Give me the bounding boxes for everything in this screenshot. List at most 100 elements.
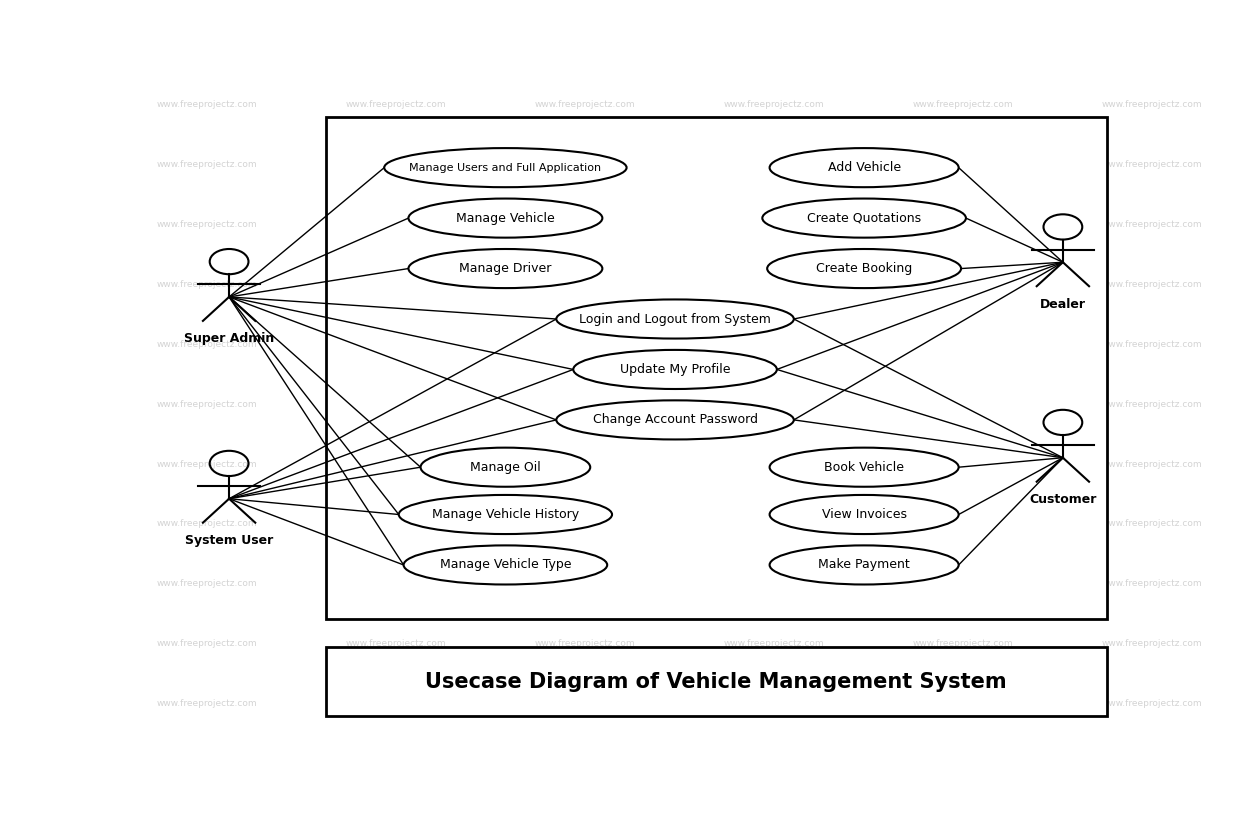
Text: www.freeprojectz.com: www.freeprojectz.com	[534, 519, 636, 528]
Text: www.freeprojectz.com: www.freeprojectz.com	[1102, 220, 1202, 229]
Ellipse shape	[767, 249, 961, 288]
Text: www.freeprojectz.com: www.freeprojectz.com	[723, 459, 824, 468]
Text: www.freeprojectz.com: www.freeprojectz.com	[1102, 400, 1202, 409]
Text: www.freeprojectz.com: www.freeprojectz.com	[534, 160, 636, 169]
Text: www.freeprojectz.com: www.freeprojectz.com	[723, 280, 824, 289]
Text: Customer: Customer	[1030, 493, 1097, 506]
Text: www.freeprojectz.com: www.freeprojectz.com	[156, 699, 256, 708]
Text: www.freeprojectz.com: www.freeprojectz.com	[156, 160, 256, 169]
FancyBboxPatch shape	[327, 117, 1107, 618]
Text: Manage Users and Full Application: Manage Users and Full Application	[409, 163, 602, 173]
Text: www.freeprojectz.com: www.freeprojectz.com	[345, 519, 447, 528]
Text: www.freeprojectz.com: www.freeprojectz.com	[534, 220, 636, 229]
Text: www.freeprojectz.com: www.freeprojectz.com	[913, 220, 1013, 229]
Text: www.freeprojectz.com: www.freeprojectz.com	[1102, 640, 1202, 649]
Text: www.freeprojectz.com: www.freeprojectz.com	[345, 699, 447, 708]
Text: www.freeprojectz.com: www.freeprojectz.com	[913, 519, 1013, 528]
Ellipse shape	[557, 400, 794, 440]
Text: www.freeprojectz.com: www.freeprojectz.com	[1102, 280, 1202, 289]
Text: www.freeprojectz.com: www.freeprojectz.com	[913, 459, 1013, 468]
Text: Manage Vehicle History: Manage Vehicle History	[432, 508, 579, 521]
Text: www.freeprojectz.com: www.freeprojectz.com	[723, 100, 824, 109]
Text: www.freeprojectz.com: www.freeprojectz.com	[156, 579, 256, 588]
Text: Manage Driver: Manage Driver	[459, 262, 552, 275]
Text: www.freeprojectz.com: www.freeprojectz.com	[723, 519, 824, 528]
Text: Manage Vehicle: Manage Vehicle	[457, 211, 554, 224]
Text: Create Booking: Create Booking	[816, 262, 912, 275]
Ellipse shape	[420, 448, 590, 486]
Text: www.freeprojectz.com: www.freeprojectz.com	[156, 400, 256, 409]
Text: www.freeprojectz.com: www.freeprojectz.com	[534, 280, 636, 289]
Text: Create Quotations: Create Quotations	[807, 211, 921, 224]
Ellipse shape	[408, 198, 603, 238]
Text: www.freeprojectz.com: www.freeprojectz.com	[534, 579, 636, 588]
Text: www.freeprojectz.com: www.freeprojectz.com	[1102, 579, 1202, 588]
Text: www.freeprojectz.com: www.freeprojectz.com	[913, 280, 1013, 289]
Text: www.freeprojectz.com: www.freeprojectz.com	[1102, 160, 1202, 169]
Text: www.freeprojectz.com: www.freeprojectz.com	[156, 340, 256, 349]
Text: www.freeprojectz.com: www.freeprojectz.com	[723, 160, 824, 169]
Text: Add Vehicle: Add Vehicle	[828, 161, 901, 174]
Text: www.freeprojectz.com: www.freeprojectz.com	[345, 280, 447, 289]
Text: www.freeprojectz.com: www.freeprojectz.com	[913, 640, 1013, 649]
Text: www.freeprojectz.com: www.freeprojectz.com	[1102, 100, 1202, 109]
Text: Login and Logout from System: Login and Logout from System	[579, 313, 771, 325]
Text: www.freeprojectz.com: www.freeprojectz.com	[913, 579, 1013, 588]
Text: www.freeprojectz.com: www.freeprojectz.com	[345, 459, 447, 468]
Text: www.freeprojectz.com: www.freeprojectz.com	[723, 220, 824, 229]
Text: www.freeprojectz.com: www.freeprojectz.com	[913, 160, 1013, 169]
Text: www.freeprojectz.com: www.freeprojectz.com	[156, 220, 256, 229]
Text: www.freeprojectz.com: www.freeprojectz.com	[534, 640, 636, 649]
Text: www.freeprojectz.com: www.freeprojectz.com	[913, 400, 1013, 409]
Text: www.freeprojectz.com: www.freeprojectz.com	[913, 100, 1013, 109]
Text: www.freeprojectz.com: www.freeprojectz.com	[156, 640, 256, 649]
Text: www.freeprojectz.com: www.freeprojectz.com	[1102, 459, 1202, 468]
Text: Dealer: Dealer	[1040, 297, 1086, 310]
Ellipse shape	[573, 350, 777, 389]
Text: www.freeprojectz.com: www.freeprojectz.com	[534, 100, 636, 109]
Text: www.freeprojectz.com: www.freeprojectz.com	[723, 340, 824, 349]
Ellipse shape	[769, 495, 958, 534]
Text: www.freeprojectz.com: www.freeprojectz.com	[1102, 519, 1202, 528]
Ellipse shape	[408, 249, 603, 288]
Text: Super Admin: Super Admin	[184, 333, 274, 346]
Text: www.freeprojectz.com: www.freeprojectz.com	[156, 100, 256, 109]
Text: www.freeprojectz.com: www.freeprojectz.com	[345, 340, 447, 349]
Ellipse shape	[384, 148, 627, 188]
Text: www.freeprojectz.com: www.freeprojectz.com	[345, 400, 447, 409]
Ellipse shape	[769, 545, 958, 585]
Text: www.freeprojectz.com: www.freeprojectz.com	[534, 400, 636, 409]
Text: www.freeprojectz.com: www.freeprojectz.com	[345, 640, 447, 649]
Text: www.freeprojectz.com: www.freeprojectz.com	[534, 459, 636, 468]
Text: www.freeprojectz.com: www.freeprojectz.com	[156, 519, 256, 528]
Text: www.freeprojectz.com: www.freeprojectz.com	[156, 280, 256, 289]
Ellipse shape	[769, 448, 958, 486]
Text: www.freeprojectz.com: www.freeprojectz.com	[345, 160, 447, 169]
Ellipse shape	[557, 300, 794, 338]
Ellipse shape	[762, 198, 966, 238]
Ellipse shape	[769, 148, 958, 188]
Text: System User: System User	[185, 534, 273, 547]
Text: www.freeprojectz.com: www.freeprojectz.com	[723, 400, 824, 409]
Text: www.freeprojectz.com: www.freeprojectz.com	[913, 699, 1013, 708]
Ellipse shape	[399, 495, 612, 534]
Text: www.freeprojectz.com: www.freeprojectz.com	[723, 640, 824, 649]
Text: www.freeprojectz.com: www.freeprojectz.com	[156, 459, 256, 468]
Text: www.freeprojectz.com: www.freeprojectz.com	[345, 220, 447, 229]
Text: Change Account Password: Change Account Password	[593, 414, 758, 427]
Text: www.freeprojectz.com: www.freeprojectz.com	[534, 699, 636, 708]
Text: www.freeprojectz.com: www.freeprojectz.com	[534, 340, 636, 349]
Text: www.freeprojectz.com: www.freeprojectz.com	[723, 699, 824, 708]
Text: www.freeprojectz.com: www.freeprojectz.com	[913, 340, 1013, 349]
Text: Usecase Diagram of Vehicle Management System: Usecase Diagram of Vehicle Management Sy…	[425, 672, 1007, 691]
Text: Book Vehicle: Book Vehicle	[824, 461, 904, 473]
Text: www.freeprojectz.com: www.freeprojectz.com	[723, 579, 824, 588]
Text: www.freeprojectz.com: www.freeprojectz.com	[1102, 340, 1202, 349]
Text: Update My Profile: Update My Profile	[619, 363, 731, 376]
Text: www.freeprojectz.com: www.freeprojectz.com	[345, 579, 447, 588]
Text: www.freeprojectz.com: www.freeprojectz.com	[345, 100, 447, 109]
Text: Manage Vehicle Type: Manage Vehicle Type	[439, 559, 572, 572]
Ellipse shape	[404, 545, 607, 585]
Text: Make Payment: Make Payment	[818, 559, 909, 572]
FancyBboxPatch shape	[327, 647, 1107, 717]
